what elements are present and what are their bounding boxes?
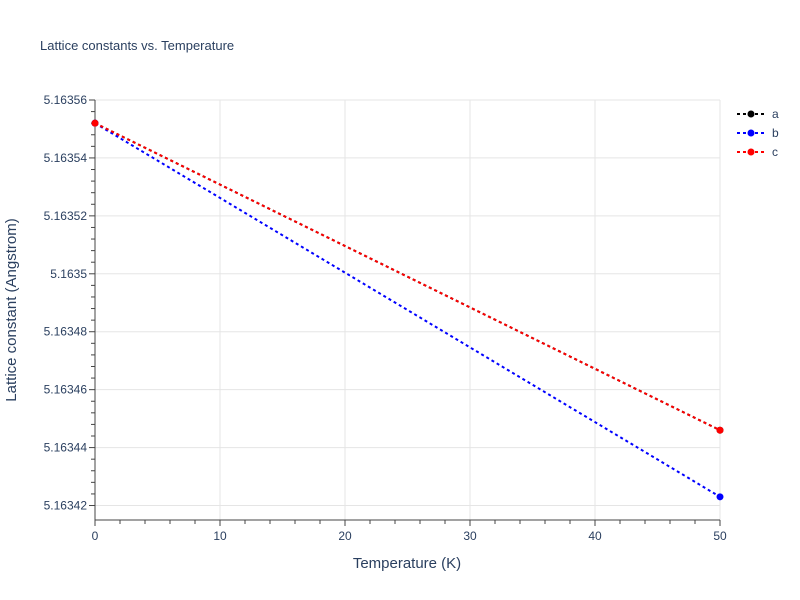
x-axis-title: Temperature (K) [353, 555, 461, 572]
legend-marker-b [747, 129, 755, 137]
chart-title: Lattice constants vs. Temperature [40, 38, 234, 53]
y-tick-label: 5.16344 [44, 441, 88, 455]
x-tick-label: 50 [713, 529, 727, 543]
y-tick-label: 5.16342 [44, 499, 88, 513]
y-tick-label: 5.16354 [44, 151, 88, 165]
data-point-c [91, 119, 99, 127]
x-tick-label: 10 [213, 529, 227, 543]
series-group [91, 119, 724, 501]
axes: 0 10 20 30 40 50 5.16342 5.16344 5.16346 5.16348 5… [44, 93, 727, 543]
legend-marker-a [747, 110, 755, 118]
legend-label-a: a [772, 107, 779, 121]
x-tick-label: 30 [463, 529, 477, 543]
x-tick-label: 40 [588, 529, 602, 543]
y-tick-label: 5.1635 [50, 267, 87, 281]
y-tick-label: 5.16352 [44, 209, 88, 223]
legend-label-c: c [772, 145, 778, 159]
y-tick-label: 5.16346 [44, 383, 88, 397]
legend-marker-c [747, 148, 755, 156]
legend[interactable]: abc [737, 107, 779, 159]
x-tick-label: 20 [338, 529, 352, 543]
series-line-c [94, 122, 721, 432]
y-tick-label: 5.16356 [44, 93, 88, 107]
data-point-b [716, 493, 724, 501]
legend-label-b: b [772, 126, 779, 140]
y-tick-label: 5.16348 [44, 325, 88, 339]
y-axis-title: Lattice constant (Angstrom) [3, 218, 20, 401]
data-point-c [716, 426, 724, 434]
series-line-b [94, 122, 721, 498]
x-tick-label: 0 [92, 529, 99, 543]
grid [95, 99, 721, 520]
